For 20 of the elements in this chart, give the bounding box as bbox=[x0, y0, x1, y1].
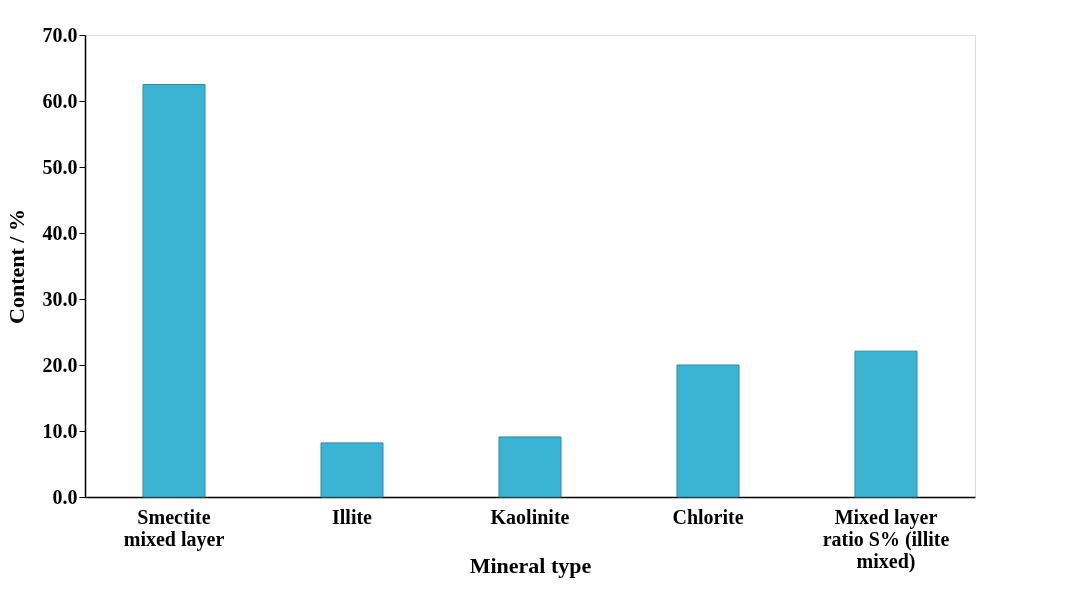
y-tick-label: 0.0 bbox=[52, 485, 78, 508]
y-axis-title: Content / % bbox=[3, 209, 29, 324]
bar bbox=[320, 442, 384, 498]
y-tick-label: 60.0 bbox=[42, 89, 78, 112]
bar bbox=[142, 84, 206, 498]
x-tick-label: Mixed layer ratio S% (illite mixed) bbox=[822, 505, 950, 573]
x-tick-label: Illite bbox=[332, 505, 373, 528]
bar bbox=[676, 364, 740, 498]
x-axis-title: Mineral type bbox=[469, 552, 592, 578]
y-tick-label: 30.0 bbox=[42, 287, 78, 310]
y-tick-label: 50.0 bbox=[42, 155, 78, 178]
y-tick-label: 70.0 bbox=[42, 23, 78, 46]
x-tick-label: Kaolinite bbox=[490, 505, 570, 528]
bar bbox=[498, 436, 562, 498]
x-tick-label: Smectite mixed layer bbox=[123, 505, 225, 551]
y-tick-label: 10.0 bbox=[42, 419, 78, 442]
bar bbox=[854, 350, 918, 498]
y-tick-label: 20.0 bbox=[42, 353, 78, 376]
x-tick-label: Chlorite bbox=[672, 505, 744, 528]
y-tick-label: 40.0 bbox=[42, 221, 78, 244]
